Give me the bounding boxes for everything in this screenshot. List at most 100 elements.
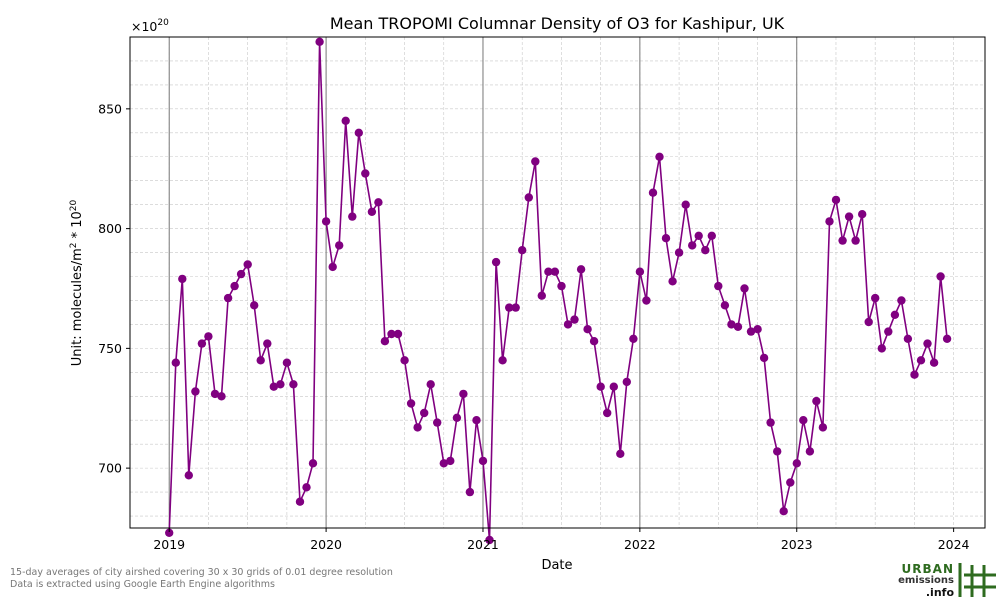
data-point <box>171 358 180 367</box>
y-tick-label: 750 <box>98 341 122 356</box>
data-point <box>184 471 193 480</box>
data-point <box>688 241 697 250</box>
data-point <box>295 497 305 506</box>
data-point <box>648 188 658 197</box>
data-point <box>524 193 533 202</box>
data-point <box>786 478 795 487</box>
data-point <box>511 303 520 312</box>
data-point <box>289 380 298 389</box>
data-point <box>452 413 462 422</box>
x-tick-label: 2022 <box>624 537 656 552</box>
data-point <box>256 356 265 365</box>
data-point <box>831 195 841 205</box>
data-point <box>374 198 383 207</box>
data-point <box>236 269 246 279</box>
data-point <box>321 217 331 226</box>
data-point <box>916 356 926 365</box>
urban-emissions-logo: URBAN emissions .info <box>898 560 998 600</box>
data-point <box>263 339 272 348</box>
data-point <box>544 267 553 276</box>
data-point <box>223 293 233 303</box>
data-point <box>210 389 220 399</box>
data-point <box>609 382 618 391</box>
data-point <box>799 416 808 425</box>
data-point <box>367 207 377 216</box>
data-point <box>406 399 416 408</box>
grid <box>129 36 985 528</box>
data-point <box>400 356 409 365</box>
data-point <box>328 262 337 272</box>
data-point <box>740 284 749 293</box>
data-point <box>197 339 207 348</box>
y-tick-label: 850 <box>98 101 122 116</box>
data-point <box>335 241 344 250</box>
data-point <box>812 396 821 406</box>
data-point <box>720 301 730 310</box>
data-point <box>459 389 468 399</box>
data-point <box>825 217 834 226</box>
data-point <box>393 329 403 339</box>
footnote-source: Data is extracted using Google Earth Eng… <box>10 579 275 590</box>
data-point <box>858 210 867 219</box>
y-axis-ticks: 700 750 800 850 <box>98 101 130 476</box>
data-point <box>589 337 599 346</box>
data-point <box>308 459 318 468</box>
data-point <box>446 456 455 466</box>
data-point <box>871 293 880 303</box>
data-point <box>380 337 390 346</box>
data-point <box>910 370 919 379</box>
series-line <box>168 41 948 541</box>
data-point <box>498 356 507 365</box>
data-point <box>792 459 801 468</box>
data-point <box>674 248 684 257</box>
data-point <box>361 169 370 178</box>
data-point <box>165 528 174 537</box>
data-point <box>661 234 671 243</box>
data-point <box>635 267 645 276</box>
data-point <box>354 128 363 137</box>
data-point <box>537 291 546 300</box>
data-point <box>746 327 756 336</box>
data-point <box>694 231 703 240</box>
data-point <box>714 281 723 291</box>
data-point <box>420 408 429 418</box>
data-point <box>936 272 945 281</box>
data-point <box>655 152 664 161</box>
data-point <box>805 447 815 456</box>
data-point <box>269 382 278 391</box>
data-point <box>753 325 762 334</box>
data-point <box>583 325 592 334</box>
y-tick-label: 800 <box>98 221 122 236</box>
x-tick-label: 2019 <box>153 537 185 552</box>
data-point <box>779 507 788 516</box>
data-point <box>472 416 481 425</box>
data-point <box>844 212 854 221</box>
x-tick-label: 2024 <box>938 537 970 552</box>
data-point <box>413 423 422 432</box>
data-point <box>433 418 442 427</box>
data-point <box>759 353 769 363</box>
data-point <box>642 296 651 305</box>
data-point <box>570 315 579 324</box>
data-point <box>864 317 873 327</box>
data-point <box>178 274 187 284</box>
data-point <box>531 157 540 166</box>
data-point <box>250 301 259 310</box>
data-point <box>929 358 939 367</box>
data-point <box>727 320 736 329</box>
data-point <box>341 116 350 126</box>
data-point <box>557 281 566 291</box>
data-point <box>622 377 631 387</box>
data-point <box>596 382 605 391</box>
logo-line-2: emissions <box>898 575 954 586</box>
data-point <box>550 267 560 276</box>
data-point <box>707 231 716 240</box>
x-axis-ticks: 2019 2020 2021 2022 2023 2024 <box>153 528 970 552</box>
data-point <box>276 380 285 389</box>
data-point <box>629 334 638 343</box>
data-point <box>485 535 494 545</box>
x-tick-label: 2021 <box>467 537 499 552</box>
data-point <box>478 456 488 466</box>
data-point <box>923 339 932 348</box>
